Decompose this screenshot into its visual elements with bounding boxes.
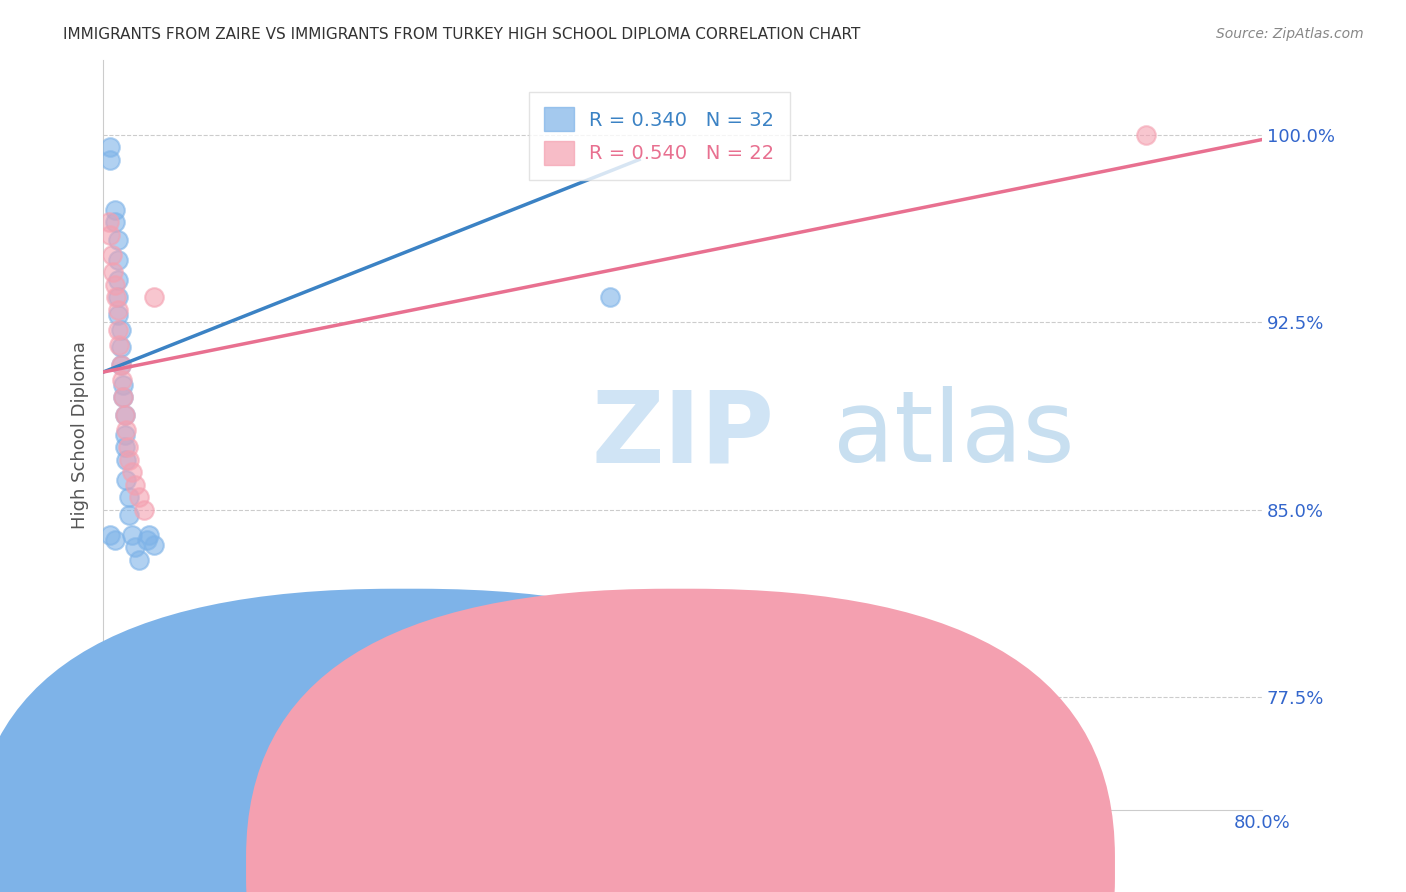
Point <box>104 533 127 547</box>
Point <box>142 290 165 304</box>
Point <box>142 537 165 551</box>
Point <box>105 290 128 304</box>
Text: Immigrants from Zaire: Immigrants from Zaire <box>391 856 593 874</box>
Point <box>100 527 122 541</box>
Point <box>128 552 150 566</box>
Text: Source: ZipAtlas.com: Source: ZipAtlas.com <box>1216 27 1364 41</box>
Point <box>104 202 127 217</box>
Point <box>107 272 129 286</box>
Point <box>112 390 135 404</box>
Point <box>1135 128 1157 142</box>
Point <box>100 153 122 167</box>
Point <box>110 340 132 354</box>
Point <box>110 682 132 697</box>
Point <box>114 408 136 422</box>
Text: Immigrants from Turkey: Immigrants from Turkey <box>665 856 882 874</box>
Point <box>97 215 120 229</box>
Point <box>114 408 136 422</box>
Point <box>135 533 157 547</box>
Point <box>107 302 129 317</box>
Point <box>100 140 122 154</box>
Point <box>124 540 146 554</box>
Point <box>114 440 136 454</box>
Y-axis label: High School Diploma: High School Diploma <box>72 341 89 528</box>
Text: atlas: atlas <box>834 386 1074 483</box>
Point <box>108 337 131 351</box>
Point <box>110 322 132 336</box>
Point <box>124 477 146 491</box>
Point <box>104 277 127 292</box>
Point <box>121 527 143 541</box>
Text: ZIP: ZIP <box>591 386 773 483</box>
Point <box>107 308 129 322</box>
Point <box>132 502 155 516</box>
Point <box>115 423 138 437</box>
Point <box>110 358 132 372</box>
Point <box>101 247 124 261</box>
Text: IMMIGRANTS FROM ZAIRE VS IMMIGRANTS FROM TURKEY HIGH SCHOOL DIPLOMA CORRELATION : IMMIGRANTS FROM ZAIRE VS IMMIGRANTS FROM… <box>63 27 860 42</box>
Point <box>100 667 122 681</box>
Point <box>117 440 139 454</box>
Point <box>114 427 136 442</box>
Point <box>599 290 621 304</box>
Point <box>115 473 138 487</box>
Point <box>121 465 143 479</box>
Point <box>103 265 125 279</box>
Point <box>118 508 141 522</box>
Point <box>107 233 129 247</box>
Point <box>118 490 141 504</box>
Point <box>118 452 141 467</box>
Point <box>107 290 129 304</box>
Point <box>138 527 160 541</box>
Point <box>107 322 129 336</box>
Point <box>104 215 127 229</box>
Legend: R = 0.340   N = 32, R = 0.540   N = 22: R = 0.340 N = 32, R = 0.540 N = 22 <box>529 92 790 180</box>
Point <box>112 390 135 404</box>
Point <box>128 490 150 504</box>
Point <box>112 377 135 392</box>
Point <box>111 373 134 387</box>
Point <box>115 452 138 467</box>
Point <box>107 252 129 267</box>
Point <box>110 358 132 372</box>
Point <box>100 227 122 242</box>
